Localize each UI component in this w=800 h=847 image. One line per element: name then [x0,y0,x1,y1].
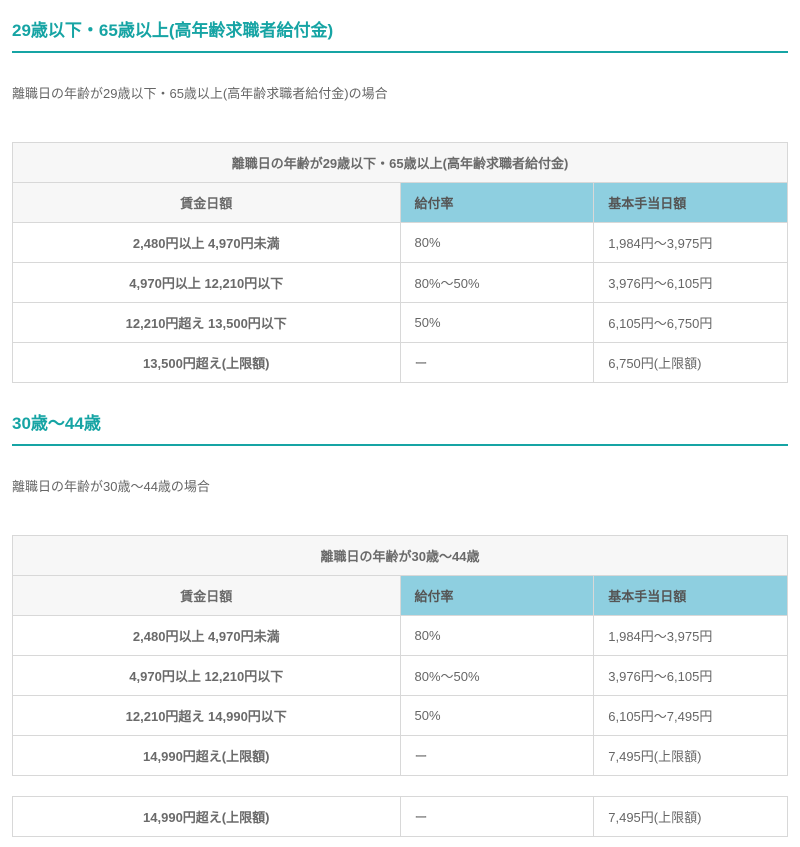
table-row: 13,500円超え(上限額) ー 6,750円(上限額) [13,343,788,383]
cell-allowance: 1,984円～3,975円 [594,223,788,263]
cell-allowance: 7,495円(上限額) [594,797,788,837]
benefits-table: 離職日の年齢が29歳以下・65歳以上(高年齢求職者給付金) 賃金日額 給付率 基… [12,142,788,383]
cell-allowance: 6,105円～7,495円 [594,696,788,736]
benefits-table: 離職日の年齢が30歳～44歳 賃金日額 給付率 基本手当日額 2,480円以上 … [12,535,788,776]
col-wage: 賃金日額 [13,576,401,616]
cell-rate: ー [400,797,594,837]
cell-allowance: 6,750円(上限額) [594,343,788,383]
cell-wage: 12,210円超え 14,990円以下 [13,696,401,736]
table-row: 12,210円超え 14,990円以下 50% 6,105円～7,495円 [13,696,788,736]
section-intro: 離職日の年齢が30歳～44歳の場合 [12,476,788,495]
cell-rate: 80% [400,616,594,656]
cell-allowance: 1,984円～3,975円 [594,616,788,656]
cell-wage: 13,500円超え(上限額) [13,343,401,383]
cell-rate: ー [400,343,594,383]
cell-rate: ー [400,736,594,776]
section-intro: 離職日の年齢が29歳以下・65歳以上(高年齢求職者給付金)の場合 [12,83,788,102]
col-allowance: 基本手当日額 [594,576,788,616]
cell-rate: 80% [400,223,594,263]
cell-allowance: 7,495円(上限額) [594,736,788,776]
cell-wage: 2,480円以上 4,970円未満 [13,616,401,656]
section-heading: 30歳～44歳 [12,403,788,446]
table-row: 2,480円以上 4,970円未満 80% 1,984円～3,975円 [13,616,788,656]
extra-row-fragment: 14,990円超え(上限額) ー 7,495円(上限額) [12,796,788,837]
col-allowance: 基本手当日額 [594,183,788,223]
cell-wage: 12,210円超え 13,500円以下 [13,303,401,343]
table-row: 14,990円超え(上限額) ー 7,495円(上限額) [13,736,788,776]
col-rate: 給付率 [400,576,594,616]
cell-wage: 2,480円以上 4,970円未満 [13,223,401,263]
cell-rate: 80%～50% [400,263,594,303]
table-row: 2,480円以上 4,970円未満 80% 1,984円～3,975円 [13,223,788,263]
cell-rate: 50% [400,303,594,343]
cell-allowance: 3,976円～6,105円 [594,263,788,303]
cell-wage: 4,970円以上 12,210円以下 [13,263,401,303]
cell-wage: 4,970円以上 12,210円以下 [13,656,401,696]
section-29under-65over: 29歳以下・65歳以上(高年齢求職者給付金) 離職日の年齢が29歳以下・65歳以… [12,10,788,383]
table-title: 離職日の年齢が30歳～44歳 [13,536,788,576]
section-30-44: 30歳～44歳 離職日の年齢が30歳～44歳の場合 離職日の年齢が30歳～44歳… [12,403,788,837]
col-rate: 給付率 [400,183,594,223]
table-row: 12,210円超え 13,500円以下 50% 6,105円～6,750円 [13,303,788,343]
cell-rate: 80%～50% [400,656,594,696]
section-heading: 29歳以下・65歳以上(高年齢求職者給付金) [12,10,788,53]
col-wage: 賃金日額 [13,183,401,223]
table-row: 14,990円超え(上限額) ー 7,495円(上限額) [13,797,788,837]
table-title: 離職日の年齢が29歳以下・65歳以上(高年齢求職者給付金) [13,143,788,183]
table-row: 4,970円以上 12,210円以下 80%～50% 3,976円～6,105円 [13,263,788,303]
cell-rate: 50% [400,696,594,736]
cell-wage: 14,990円超え(上限額) [13,797,401,837]
table-row: 4,970円以上 12,210円以下 80%～50% 3,976円～6,105円 [13,656,788,696]
cell-wage: 14,990円超え(上限額) [13,736,401,776]
cell-allowance: 6,105円～6,750円 [594,303,788,343]
cell-allowance: 3,976円～6,105円 [594,656,788,696]
